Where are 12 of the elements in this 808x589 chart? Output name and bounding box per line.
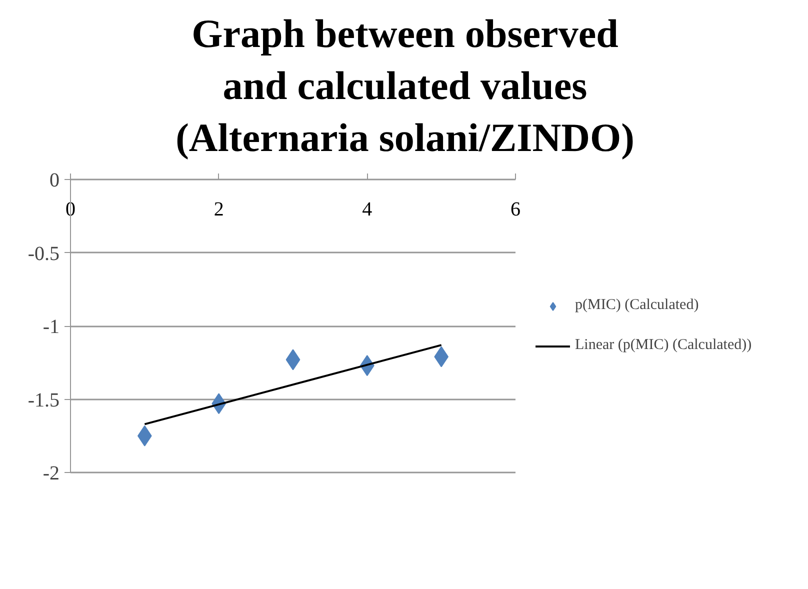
x-tick-label: 2 bbox=[214, 198, 224, 220]
chart-title: Graph between observed and calculated values (Alternaria solani/ZINDO) bbox=[176, 10, 634, 162]
x-tick-label: 4 bbox=[362, 198, 372, 220]
y-tick-label: -0.5 bbox=[28, 242, 60, 265]
y-tick-label: -1 bbox=[42, 316, 60, 338]
x-tick-label: 0 bbox=[66, 198, 76, 220]
y-tick-label: -2 bbox=[42, 462, 60, 484]
x-tick-label: 6 bbox=[510, 198, 520, 220]
y-tick-label: -1.5 bbox=[28, 389, 60, 412]
y-tick-label: 0 bbox=[50, 170, 60, 192]
legend-label: p(MIC) (Calculated) bbox=[575, 297, 699, 314]
legend-label: Linear (p(MIC) (Calculated)) bbox=[575, 337, 752, 354]
